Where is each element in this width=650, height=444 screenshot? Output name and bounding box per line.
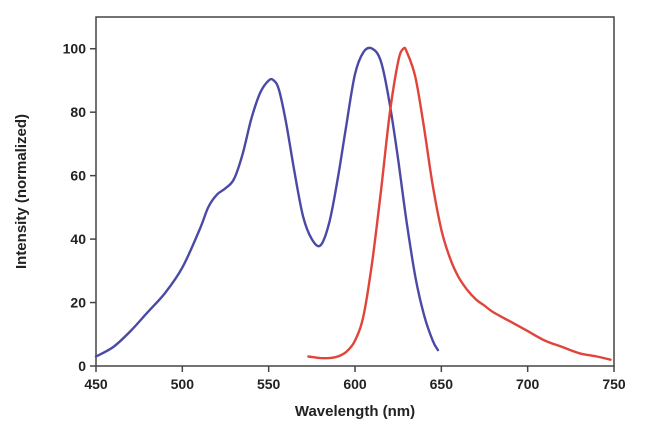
y-tick-label: 80 [70,104,86,120]
x-tick-label: 550 [257,376,281,392]
x-tick-label: 600 [343,376,367,392]
y-axis-ticks: 0 20 40 60 80 100 [63,41,96,374]
emission-series-line [307,46,612,361]
y-axis-title: Intensity (normalized) [13,114,30,269]
y-tick-label: 100 [63,41,87,57]
x-tick-label: 500 [171,376,195,392]
x-axis-ticks: 450 500 550 600 650 700 750 [84,366,626,392]
y-tick-label: 60 [70,168,86,184]
x-axis-title: Wavelength (nm) [295,403,415,420]
excitation-series-line [94,46,440,358]
x-tick-label: 750 [602,376,626,392]
series-layer [94,46,612,361]
x-tick-label: 650 [430,376,454,392]
y-tick-label: 20 [70,295,86,311]
y-tick-label: 0 [78,358,86,374]
x-tick-label: 700 [516,376,540,392]
y-tick-label: 40 [70,231,86,247]
x-tick-label: 450 [84,376,108,392]
